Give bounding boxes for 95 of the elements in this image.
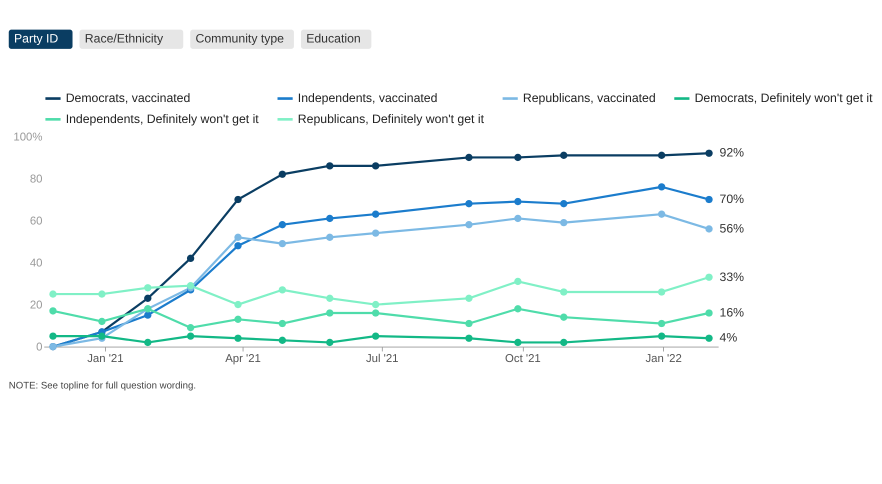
y-tick-label: 40 xyxy=(30,257,42,270)
point xyxy=(560,314,568,321)
point xyxy=(326,294,334,302)
point xyxy=(326,214,334,222)
point xyxy=(514,198,522,206)
point xyxy=(98,290,106,298)
point xyxy=(514,278,522,286)
text: Community type xyxy=(195,32,284,46)
point xyxy=(144,311,152,319)
legend-label: Independents, vaccinated xyxy=(298,91,438,106)
point xyxy=(98,318,106,326)
point xyxy=(144,284,152,292)
point xyxy=(465,200,473,208)
data-label: 56% xyxy=(720,221,744,236)
point xyxy=(372,300,380,308)
point xyxy=(372,309,380,317)
point xyxy=(705,196,713,204)
point xyxy=(372,332,380,340)
point xyxy=(98,332,106,340)
point xyxy=(144,294,152,302)
point xyxy=(658,152,666,159)
data-label: 4% xyxy=(720,330,738,345)
point xyxy=(372,210,380,218)
point xyxy=(278,286,286,294)
point xyxy=(186,332,194,340)
point xyxy=(465,221,473,228)
point xyxy=(658,332,666,340)
point xyxy=(234,234,242,241)
y-tick-label: 60 xyxy=(30,215,42,228)
point xyxy=(49,332,57,340)
point xyxy=(514,154,522,162)
legend-label: Republicans, Definitely won't get it xyxy=(298,112,485,126)
point xyxy=(372,229,380,237)
point xyxy=(372,162,380,170)
y-tick-label: 100% xyxy=(13,131,42,144)
legend-label: Democrats, vaccinated xyxy=(66,91,190,106)
point xyxy=(186,254,194,262)
text: NOTE: See topline for full question wording. xyxy=(8,380,196,392)
data-label: 92% xyxy=(720,146,744,160)
data-label: 33% xyxy=(720,270,744,284)
x-tick-label: Apr '21 xyxy=(225,352,261,365)
legend-label: Democrats, Definitely won't get it xyxy=(694,91,874,106)
point xyxy=(560,288,568,296)
point xyxy=(234,196,242,204)
point xyxy=(234,316,242,323)
legend-label: Independents, Definitely won't get it xyxy=(66,112,260,126)
point xyxy=(514,338,522,346)
point xyxy=(514,305,522,312)
point xyxy=(705,334,713,342)
y-tick-label: 0 xyxy=(36,342,42,354)
point xyxy=(465,320,473,328)
point xyxy=(234,300,242,308)
point xyxy=(560,338,568,346)
y-tick-label: 80 xyxy=(30,173,42,186)
point xyxy=(560,152,568,159)
point xyxy=(278,170,286,178)
data-label: 70% xyxy=(720,192,744,206)
point xyxy=(560,200,568,208)
point xyxy=(705,225,713,233)
point xyxy=(144,338,152,346)
x-tick-label: Jul '21 xyxy=(366,352,398,365)
legend-label: Republicans, vaccinated xyxy=(522,91,656,106)
point xyxy=(186,324,194,332)
x-tick-label: Oct '21 xyxy=(505,352,541,365)
text: Party ID xyxy=(14,32,58,46)
point xyxy=(326,234,334,241)
data-label: 16% xyxy=(720,306,744,320)
point xyxy=(705,309,713,317)
text: Education xyxy=(306,32,361,46)
y-tick-label: 20 xyxy=(30,300,42,312)
point xyxy=(49,307,57,315)
point xyxy=(278,320,286,328)
point xyxy=(658,183,666,191)
x-tick-label: Jan '21 xyxy=(87,352,124,365)
point xyxy=(465,334,473,342)
point xyxy=(326,162,334,170)
point xyxy=(234,242,242,250)
x-tick-label: Jan '22 xyxy=(645,352,682,365)
point xyxy=(560,218,568,226)
point xyxy=(705,274,713,281)
text: Race/Ethnicity xyxy=(84,32,164,46)
point xyxy=(465,294,473,302)
point xyxy=(234,334,242,342)
point xyxy=(278,240,286,248)
point xyxy=(465,154,473,162)
point xyxy=(705,150,713,157)
point xyxy=(658,320,666,328)
point xyxy=(326,309,334,317)
point xyxy=(278,336,286,344)
point xyxy=(658,210,666,218)
point xyxy=(326,338,334,346)
point xyxy=(278,221,286,228)
point xyxy=(49,290,57,298)
point xyxy=(514,214,522,222)
point xyxy=(658,288,666,296)
